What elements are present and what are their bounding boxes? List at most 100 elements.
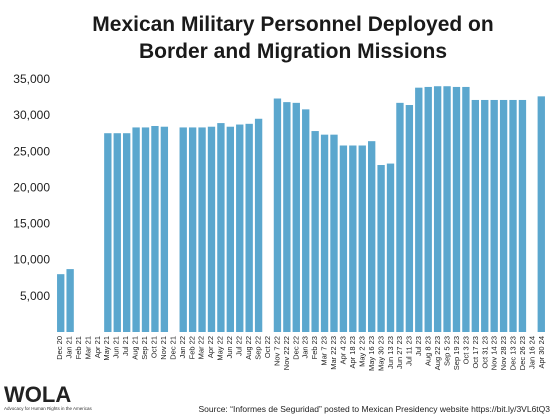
- x-tick-label: Oct 17 23: [471, 336, 480, 369]
- bar: [368, 141, 376, 332]
- bar: [236, 124, 244, 332]
- x-tick-label: May 2 23: [357, 336, 366, 367]
- x-tick-label: Dec 26 23: [518, 336, 527, 370]
- bar: [339, 145, 348, 332]
- x-tick-label: Oct 22: [263, 336, 272, 358]
- x-tick-label: Aug 22: [244, 336, 253, 360]
- x-tick-label: May 30 23: [376, 336, 385, 371]
- x-tick-label: Mar 22: [197, 336, 206, 359]
- bar: [245, 123, 253, 332]
- chart-title-line1: Mexican Military Personnel Deployed on: [92, 13, 493, 36]
- bar: [462, 86, 470, 332]
- x-tick-label: Sep 19 23: [452, 336, 461, 370]
- bar: [283, 102, 291, 332]
- bar: [151, 125, 159, 333]
- x-tick-label: Jul 21: [121, 336, 130, 356]
- bar: [499, 99, 508, 333]
- bar: [104, 133, 112, 332]
- x-tick-label: Feb 23: [310, 336, 319, 359]
- x-tick-label: Jun 13 23: [386, 336, 395, 369]
- x-tick-label: Apr 21: [93, 336, 102, 358]
- x-tick-label: Aug 8 23: [424, 336, 433, 366]
- bar: [481, 99, 489, 333]
- x-tick-label: Mar 21: [83, 336, 92, 359]
- x-tick-label: Jul 23: [414, 336, 423, 356]
- bar: [320, 134, 329, 332]
- x-tick-label: Nov 7 22: [272, 336, 281, 366]
- x-tick-label: Jan 23: [301, 336, 310, 359]
- bars: [57, 86, 545, 333]
- logo-text: WOLA: [4, 382, 71, 407]
- x-tick-label: Apr 22: [206, 336, 215, 358]
- source-note: Source: “Informes de Seguridad” posted t…: [198, 404, 550, 414]
- y-tick-label: 30,000: [13, 108, 50, 122]
- bar: [217, 123, 225, 332]
- x-tick-label: Nov 21: [159, 336, 168, 360]
- bar: [123, 133, 131, 332]
- x-tick-label: Apr 18 23: [348, 336, 357, 369]
- y-tick-label: 10,000: [13, 253, 50, 267]
- x-tick-label: Jul 22: [235, 336, 244, 356]
- bar: [66, 269, 74, 332]
- bar: [471, 99, 479, 333]
- x-tick-label: Oct 31 23: [480, 336, 489, 369]
- y-tick-label: 35,000: [13, 72, 50, 86]
- bar: [396, 102, 404, 332]
- bar: [509, 99, 517, 333]
- x-tick-label: Oct 21: [149, 336, 158, 358]
- bar: [433, 86, 442, 332]
- x-tick-label: Feb 21: [74, 336, 83, 359]
- bar: [226, 126, 234, 333]
- x-tick-label: Apr 30 24: [537, 336, 546, 369]
- bar: [490, 99, 498, 333]
- x-tick-label: Mar 22 23: [329, 336, 338, 370]
- bar: [377, 165, 385, 332]
- y-tick-label: 20,000: [13, 180, 50, 194]
- x-tick-label: Nov 14 23: [490, 336, 499, 370]
- bar: [179, 127, 187, 333]
- x-tick-label: Oct 3 23: [461, 336, 470, 364]
- bar: [443, 86, 451, 332]
- bar: [311, 131, 319, 332]
- bar: [386, 163, 395, 332]
- bar: [358, 145, 366, 332]
- bar: [424, 86, 432, 332]
- bar: [452, 86, 461, 332]
- bar: [160, 126, 169, 333]
- x-tick-label: May 16 23: [367, 336, 376, 371]
- y-axis: 5,000 10,000 15,000 20,000 25,000 30,000 35,00…: [13, 72, 50, 303]
- bar: [405, 105, 414, 333]
- x-tick-label: Jan 16 24: [528, 336, 537, 369]
- x-tick-label: Sep 5 23: [442, 336, 451, 366]
- bar: [292, 102, 300, 332]
- chart-title-line2: Border and Migration Missions: [139, 40, 447, 63]
- x-tick-label: Dec 13 23: [509, 336, 518, 370]
- bar: [188, 127, 197, 333]
- logo-tagline: Advocacy for Human Rights in the America…: [4, 406, 93, 411]
- x-axis: Dec 20 Jan 21 Feb 21 Mar 21 Apr 21 May 21 Jun …: [55, 336, 546, 371]
- x-tick-label: Jun 22: [225, 336, 234, 359]
- bar: [349, 145, 357, 332]
- y-tick-label: 5,000: [20, 289, 50, 303]
- x-tick-label: Jun 21: [112, 336, 121, 359]
- bar: [254, 118, 263, 332]
- bar: [141, 127, 150, 333]
- wola-logo: WOLA Advocacy for Human Rights in the Am…: [4, 382, 93, 411]
- x-tick-label: Nov 28 23: [499, 336, 508, 370]
- bar: [415, 87, 423, 332]
- bar: [132, 127, 140, 333]
- x-tick-label: Aug 21: [131, 336, 140, 360]
- bar: [198, 127, 206, 333]
- bar: [57, 274, 65, 332]
- x-tick-label: Sep 21: [140, 336, 149, 360]
- bar: [207, 126, 216, 333]
- x-tick-label: Apr 4 23: [339, 336, 348, 364]
- x-tick-label: Feb 22: [187, 336, 196, 359]
- x-tick-label: Jun 27 23: [395, 336, 404, 369]
- bar: [113, 133, 121, 332]
- bar: [330, 134, 338, 332]
- bar: [537, 96, 545, 332]
- x-tick-label: Jan 21: [64, 336, 73, 359]
- y-tick-label: 15,000: [13, 217, 50, 231]
